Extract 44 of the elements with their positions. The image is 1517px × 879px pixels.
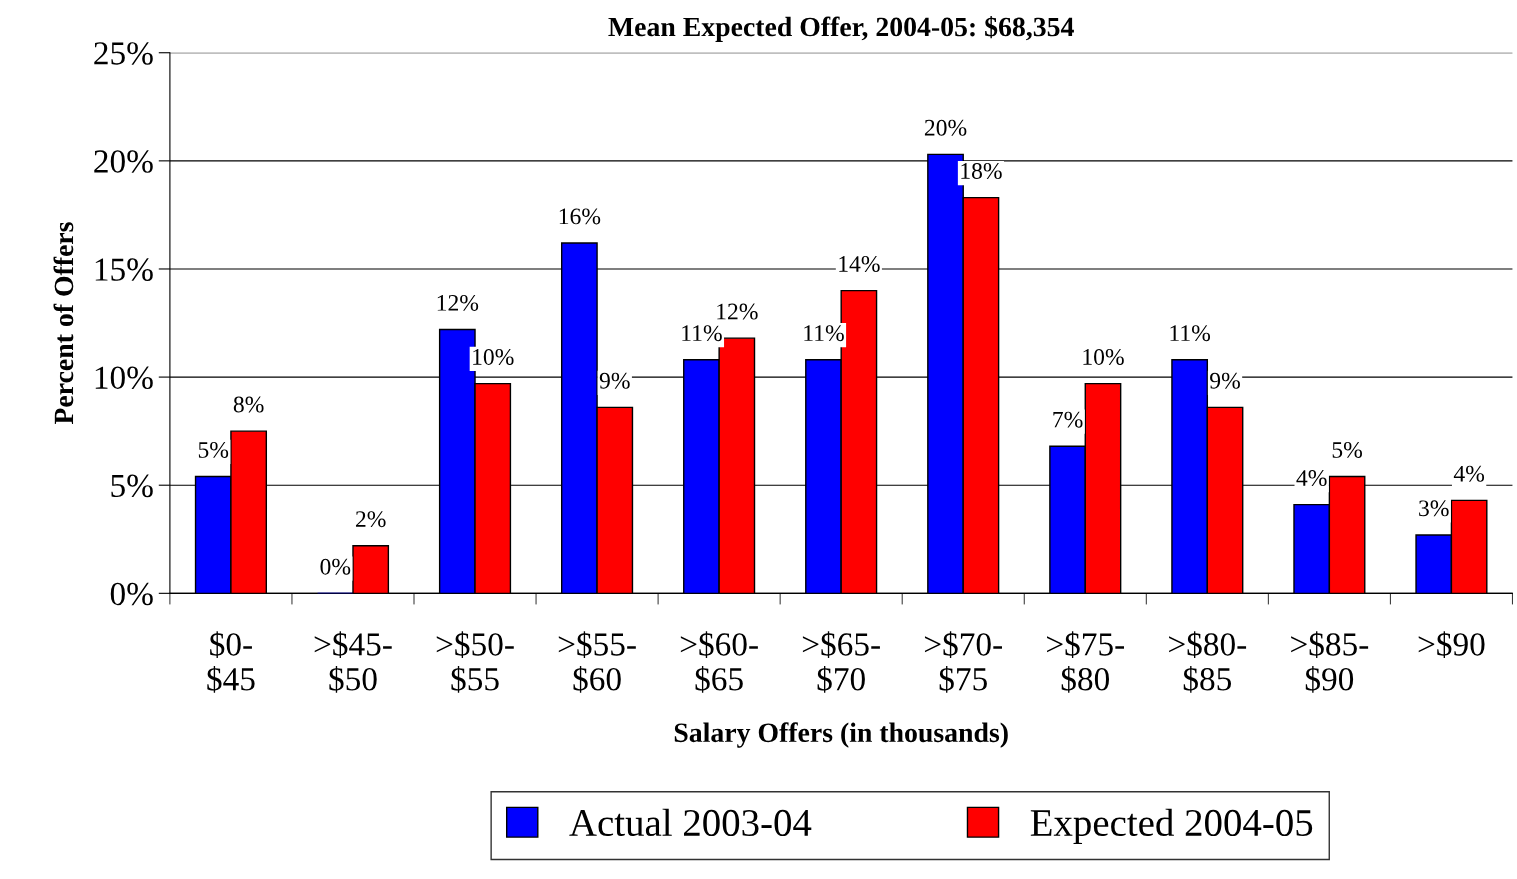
data-label: 11% — [1170, 325, 1211, 342]
data-label: 2% — [355, 511, 386, 528]
data-label: 3% — [1419, 500, 1449, 517]
data-label: 14% — [839, 255, 880, 272]
data-label: 11% — [682, 325, 722, 342]
data-label: 7% — [1053, 411, 1083, 428]
data-label: 20% — [924, 119, 967, 136]
legend-label: Actual 2003-04 — [569, 808, 812, 837]
x-tick-label: >$50- $55 — [436, 631, 514, 693]
x-tick-label: >$70- $75 — [924, 631, 1002, 693]
x-tick-label: >$85- $90 — [1291, 631, 1369, 693]
y-tick-label: 10% — [95, 366, 153, 390]
y-tick-label: 20% — [94, 150, 153, 173]
x-axis-title: Salary Offers (in thousands) — [674, 722, 1008, 748]
data-label: 18% — [961, 163, 1002, 180]
x-tick-label: >$65- $70 — [802, 631, 880, 693]
x-tick-label: >$90 — [1418, 631, 1485, 658]
chart-title: Mean Expected Offer, 2004-05: $68,354 — [608, 15, 1074, 42]
y-tick-label: 15% — [95, 258, 153, 281]
data-label: 0% — [320, 558, 351, 575]
y-tick-label: 5% — [111, 474, 153, 498]
data-label: 4% — [1296, 470, 1327, 487]
data-label: 11% — [804, 325, 844, 342]
legend-label: Expected 2004-05 — [1030, 808, 1313, 844]
data-label: 9% — [1210, 372, 1240, 389]
data-label: 12% — [437, 294, 479, 311]
data-label: 10% — [473, 348, 514, 365]
x-tick-label: >$55- $60 — [558, 631, 636, 693]
y-tick-label: 25% — [94, 42, 153, 65]
data-label: 9% — [599, 372, 630, 389]
data-label: 8% — [233, 396, 264, 413]
data-label: 5% — [1332, 441, 1362, 458]
x-tick-label: $0- $45 — [207, 631, 255, 693]
x-tick-label: >$45- $50 — [314, 631, 392, 693]
x-tick-label: >$80- $85 — [1169, 631, 1247, 693]
data-label: 16% — [559, 208, 601, 225]
y-axis-title: Percent of Offers — [53, 222, 74, 425]
y-tick-label: 0% — [110, 582, 153, 606]
data-label: 10% — [1083, 348, 1124, 365]
data-label: 5% — [198, 441, 229, 458]
data-label: 12% — [717, 303, 758, 320]
x-tick-label: >$60- $65 — [680, 631, 758, 693]
x-tick-label: >$75- $80 — [1047, 631, 1125, 693]
data-label: 4% — [1453, 465, 1485, 482]
